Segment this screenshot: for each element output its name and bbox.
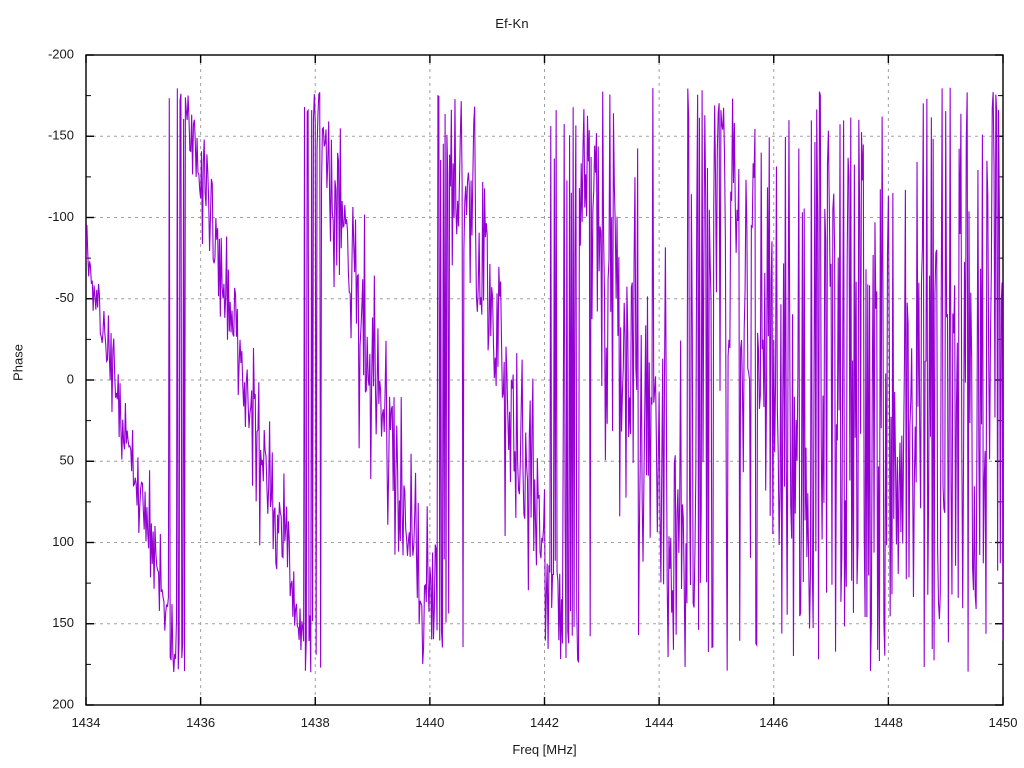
- y-tick-label: 50: [60, 453, 74, 468]
- x-tick-label: 1434: [72, 715, 101, 730]
- x-tick-label: 1436: [186, 715, 215, 730]
- x-tick-label: 1446: [759, 715, 788, 730]
- plot-border: [85, 54, 1004, 706]
- y-tick-label: 100: [52, 534, 74, 549]
- y-tick-label: -50: [55, 290, 74, 305]
- x-tick-label: 1442: [530, 715, 559, 730]
- data-series-ef-kn: [86, 87, 1003, 673]
- phase-trace: [86, 87, 1003, 673]
- tick-labels: 200 150 100 50 0 -50 -100 -150 -200 1434 1436 1438 1…: [48, 46, 1017, 730]
- page-title: Ef-Kn: [495, 16, 529, 31]
- y-tick-label: -100: [48, 209, 74, 224]
- x-tick-label: 1450: [989, 715, 1018, 730]
- y-tick-label: -200: [48, 46, 74, 61]
- x-tick-label: 1440: [415, 715, 444, 730]
- y-tick-label: 0: [67, 371, 74, 386]
- x-tick-label: 1438: [301, 715, 330, 730]
- y-tick-label: -150: [48, 128, 74, 143]
- y-tick-label: 200: [52, 696, 74, 711]
- x-tick-label: 1448: [874, 715, 903, 730]
- x-axis-label: Freq [MHz]: [512, 742, 577, 757]
- x-tick-label: 1444: [645, 715, 674, 730]
- y-tick-label: 150: [52, 615, 74, 630]
